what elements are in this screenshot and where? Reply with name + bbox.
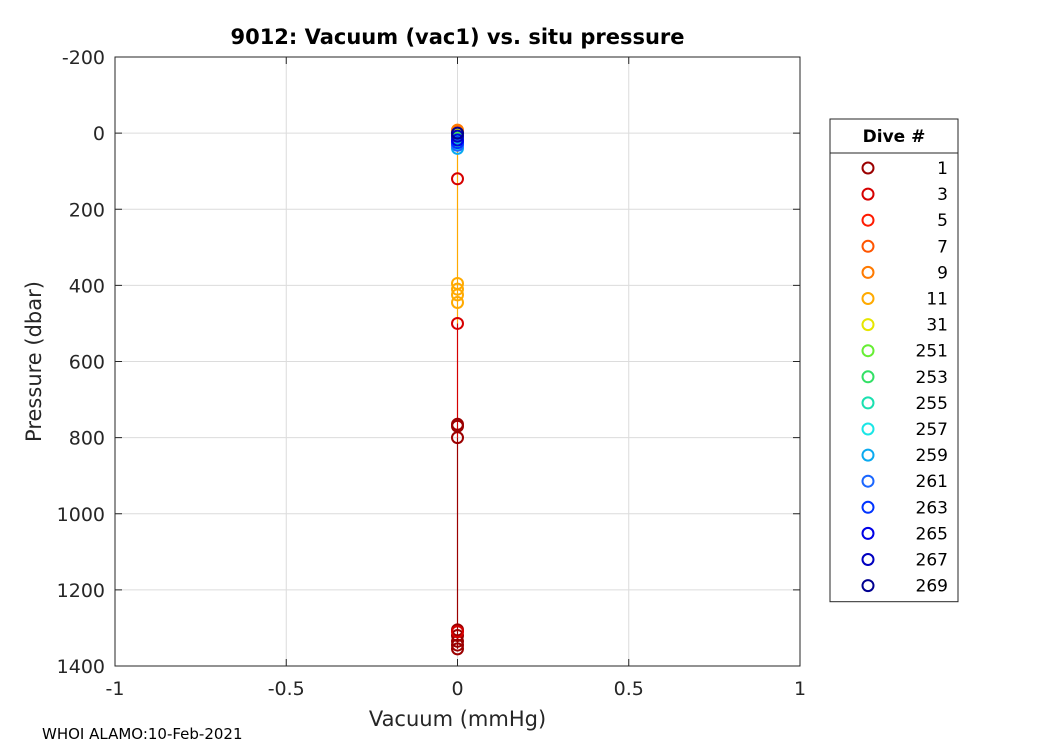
- y-tick-label: 600: [69, 352, 105, 374]
- legend-entry-label: 7: [937, 237, 948, 257]
- legend-entry-label: 269: [916, 577, 948, 597]
- y-tick-label: 400: [69, 275, 105, 297]
- legend-entry-label: 11: [926, 290, 948, 310]
- y-tick-label: 1000: [57, 504, 105, 526]
- data-point: [451, 296, 464, 310]
- legend-entry-label: 261: [916, 472, 948, 492]
- y-tick-label: -200: [62, 47, 105, 69]
- x-tick-label: -0.5: [268, 678, 305, 700]
- chart-title: 9012: Vacuum (vac1) vs. situ pressure: [230, 25, 684, 49]
- legend-marker: [861, 213, 875, 227]
- x-tick-label: 0.5: [614, 678, 644, 700]
- legend-marker: [861, 161, 875, 175]
- legend-marker: [861, 292, 875, 305]
- legend-entry-label: 31: [926, 316, 948, 336]
- legend-entry-label: 257: [916, 420, 948, 440]
- legend-marker: [861, 500, 875, 514]
- y-axis-label: Pressure (dbar): [22, 281, 46, 442]
- x-tick-label: -1: [106, 678, 125, 700]
- data-point: [451, 629, 464, 643]
- legend-entry-label: 255: [916, 394, 948, 414]
- x-axis-label: Vacuum (mmHg): [369, 707, 546, 731]
- legend-entry-label: 263: [916, 498, 948, 518]
- legend-marker: [861, 553, 875, 566]
- data-point: [451, 625, 464, 639]
- data-point: [451, 316, 464, 330]
- legend-box: [829, 118, 959, 603]
- legend-marker: [861, 239, 875, 253]
- legend-entry-label: 259: [916, 446, 948, 466]
- legend-marker: [861, 422, 875, 436]
- legend-entry-label: 5: [937, 211, 948, 231]
- legend-entry-label: 3: [937, 185, 948, 205]
- legend-entry-label: 265: [916, 524, 948, 544]
- legend-entry-label: 9: [937, 263, 948, 283]
- legend-marker: [861, 474, 875, 488]
- legend-marker: [861, 344, 875, 358]
- y-tick-label: 800: [69, 428, 105, 450]
- data-point: [451, 126, 464, 140]
- data-point: [451, 642, 464, 656]
- y-tick-label: 200: [69, 199, 105, 221]
- legend-marker: [861, 187, 875, 201]
- x-tick-label: 1: [794, 678, 806, 700]
- legend-marker: [861, 265, 875, 279]
- x-tick-label: 0: [451, 678, 463, 700]
- legend-marker: [861, 370, 875, 384]
- legend-entry-label: 1: [937, 159, 948, 179]
- legend-entry-label: 253: [916, 368, 948, 388]
- data-point: [451, 634, 464, 648]
- data-point: [451, 431, 464, 445]
- y-tick-label: 1200: [57, 580, 105, 602]
- legend-entry-label: 267: [916, 551, 948, 571]
- data-point: [451, 133, 464, 147]
- legend-marker: [861, 526, 875, 540]
- data-point: [451, 417, 464, 431]
- data-point: [451, 288, 464, 302]
- legend-marker: [861, 448, 875, 462]
- data-point: [451, 282, 464, 296]
- legend-title: Dive #: [863, 127, 926, 147]
- data-point: [451, 638, 464, 652]
- y-tick-label: 0: [93, 123, 105, 145]
- legend-marker: [861, 396, 875, 410]
- y-tick-label: 1400: [57, 656, 105, 678]
- legend-marker: [861, 579, 875, 593]
- data-point: [451, 172, 464, 186]
- legend-entry-label: 251: [916, 342, 948, 362]
- footer-credit: WHOI ALAMO:10-Feb-2021: [42, 725, 243, 743]
- legend-marker: [861, 318, 875, 332]
